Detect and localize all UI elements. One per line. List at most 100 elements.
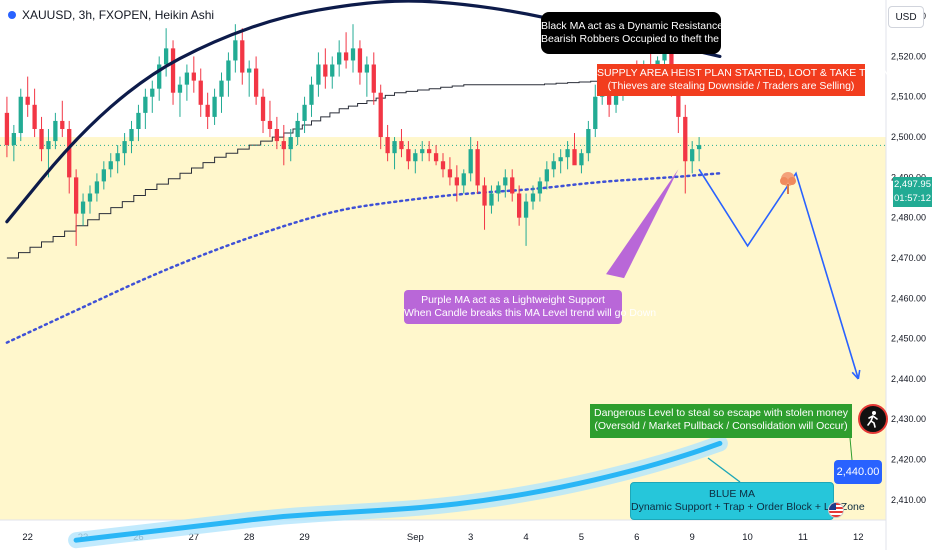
candle-body: [253, 68, 259, 97]
candle-body: [392, 141, 397, 154]
candle-body: [170, 48, 176, 93]
symbol-dot-icon: [8, 11, 16, 19]
x-tick-label: 29: [299, 532, 310, 543]
candle-body: [558, 157, 563, 162]
x-tick-label: 11: [798, 532, 808, 543]
candle-body: [516, 193, 522, 218]
thief-icon: [858, 404, 888, 434]
candle-body: [18, 96, 23, 134]
candle-body: [544, 169, 549, 182]
x-tick-label: 5: [579, 532, 584, 543]
candle-body: [662, 52, 667, 61]
candle-body: [468, 149, 473, 174]
candle-body: [157, 64, 162, 89]
x-tick-label: 27: [189, 532, 200, 543]
candle-body: [309, 84, 314, 105]
chart-title: XAUUSD, 3h, FXOPEN, Heikin Ashi: [22, 8, 215, 22]
candle-body: [247, 68, 252, 73]
candle-body: [385, 137, 390, 154]
candle-body: [330, 64, 335, 77]
y-tick-label: 2,450.00: [891, 334, 926, 344]
candle-body: [150, 88, 155, 97]
candle-body: [696, 145, 702, 150]
candle-body: [413, 153, 418, 162]
x-tick-label: 4: [523, 532, 528, 543]
candle-body: [177, 84, 183, 93]
candle-body: [399, 141, 404, 150]
candle-body: [357, 48, 363, 73]
bar-countdown: 01:57:12: [894, 193, 931, 204]
y-tick-label: 2,440.00: [891, 374, 926, 384]
candle-body: [350, 48, 356, 61]
candle-body: [690, 149, 695, 162]
y-tick-label: 2,500.00: [891, 132, 926, 142]
candle-body: [482, 185, 487, 206]
supply-annotation[interactable]: SUPPLY AREA HEIST PLAN STARTED, LOOT & T…: [597, 64, 921, 96]
candle-body: [586, 128, 591, 154]
black-ma-annotation[interactable]: Black MA act as a Dynamic Resistance Bea…: [541, 12, 746, 54]
candle-body: [163, 48, 169, 65]
blue-ma-annotation[interactable]: BLUE MA Dynamic Support + Trap + Order B…: [630, 482, 865, 520]
candle-body: [510, 177, 515, 194]
candle-body: [440, 161, 446, 170]
candle-body: [53, 120, 58, 142]
candle-body: [274, 128, 280, 142]
candle-body: [406, 149, 411, 162]
candle-body: [530, 193, 536, 202]
candle-body: [240, 40, 245, 73]
chart-header: XAUUSD, 3h, FXOPEN, Heikin Ashi: [8, 8, 214, 22]
candle-body: [136, 112, 141, 129]
candle-body: [378, 92, 383, 138]
blue-ma-line-1: BLUE MA: [708, 488, 756, 500]
candle-body: [523, 201, 529, 218]
candle-body: [60, 120, 65, 129]
candle-body: [489, 193, 494, 206]
y-tick-label: 2,460.00: [891, 293, 926, 303]
blue-ma-line: [73, 440, 723, 543]
candle-body: [593, 96, 598, 129]
candle-body: [281, 141, 286, 150]
candle-body: [295, 120, 300, 138]
x-tick-label: 9: [690, 532, 695, 543]
candle-body: [4, 112, 10, 146]
candle-body: [288, 137, 293, 150]
purple-ma-annotation[interactable]: Purple MA act as a Lightweight Support W…: [404, 290, 657, 324]
candle-body: [25, 96, 30, 105]
purple-ma-line-2: When Candle breaks this MA Level trend w…: [404, 307, 657, 319]
candle-body: [143, 96, 148, 113]
candle-body: [191, 72, 196, 81]
candle-body: [420, 149, 425, 154]
x-tick-label: Sep: [407, 532, 424, 543]
x-tick-label: 6: [634, 532, 639, 543]
candle-body: [371, 64, 376, 93]
candle-body: [205, 104, 210, 117]
candle-body: [676, 80, 681, 117]
projection-arrowhead: [851, 369, 861, 380]
candle-body: [579, 153, 584, 166]
y-tick-label: 2,410.00: [891, 495, 926, 505]
target-price-label[interactable]: 2,440.00: [834, 460, 882, 484]
us-flag-icon: [828, 502, 844, 518]
y-tick-label: 2,430.00: [891, 414, 926, 424]
candle-body: [461, 173, 466, 186]
candle-body: [46, 141, 51, 150]
candle-body: [537, 181, 543, 194]
candle-body: [39, 128, 44, 150]
black-ma-line-1: Black MA act as a Dynamic Resistance: [541, 20, 724, 32]
candle-body: [551, 161, 556, 170]
candle-body: [87, 193, 93, 202]
candle-body: [115, 153, 120, 162]
currency-button[interactable]: USD: [888, 6, 924, 28]
candle-body: [226, 60, 231, 81]
y-tick-label: 2,470.00: [891, 253, 926, 263]
x-tick-label: 22: [22, 532, 33, 543]
candle-body: [503, 177, 508, 186]
candle-body: [219, 80, 224, 97]
x-tick-label: 12: [853, 532, 864, 543]
tree-icon: [780, 172, 796, 194]
danger-connector: [849, 437, 853, 461]
danger-annotation[interactable]: Dangerous Level to steal so escape with …: [590, 404, 852, 438]
candle-body: [683, 116, 688, 162]
candle-body: [129, 128, 134, 142]
